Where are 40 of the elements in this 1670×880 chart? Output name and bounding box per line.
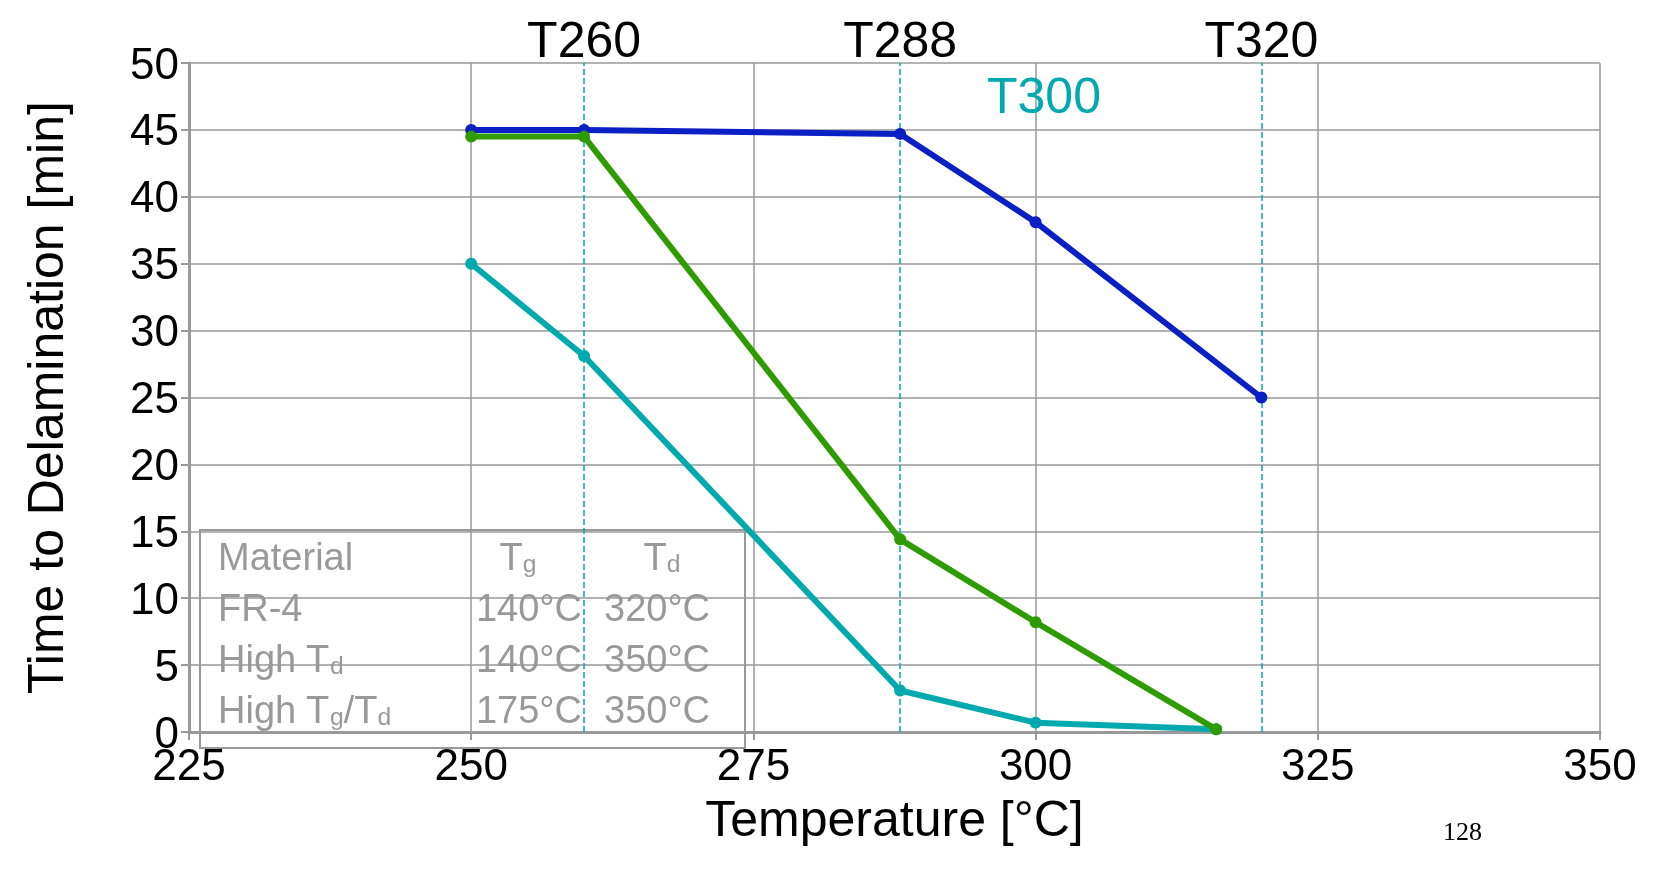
point <box>465 257 478 270</box>
point <box>1029 716 1042 729</box>
y-tick-label: 40 <box>130 172 179 222</box>
x-tick-label: 250 <box>434 739 508 789</box>
ref-line-label: T260 <box>527 12 642 68</box>
y-tick-label: 10 <box>130 573 179 623</box>
x-axis-title: Temperature [°C] <box>705 791 1084 847</box>
y-tick-label: 50 <box>130 38 179 88</box>
x-tick-label: 350 <box>1563 739 1637 789</box>
ref-line-label: T320 <box>1204 12 1319 68</box>
annotation: High Tg/Td <box>218 689 392 731</box>
point <box>578 130 591 143</box>
y-tick-label: 20 <box>130 439 179 489</box>
x-tick-label: 300 <box>998 739 1073 789</box>
annotation: T300 <box>987 68 1101 124</box>
annotation: 175°C <box>475 689 582 731</box>
point <box>1029 616 1042 629</box>
y-tick-label: 30 <box>130 306 179 356</box>
annotation: Material <box>218 536 354 578</box>
x-tick-label: 325 <box>1281 739 1355 789</box>
annotation: Tg <box>499 536 537 578</box>
point <box>465 130 478 143</box>
y-tick-label: 15 <box>130 506 179 556</box>
y-tick-label: 35 <box>130 239 179 289</box>
ref-line-label: T288 <box>843 12 958 68</box>
annotation: FR-4 <box>218 587 303 629</box>
point <box>894 533 907 546</box>
annotation: 350°C <box>604 689 711 731</box>
annotation: 320°C <box>604 587 711 629</box>
y-axis-title: Time to Delamination [min] <box>18 101 74 694</box>
point <box>1255 391 1268 404</box>
annotation: 140°C <box>475 587 582 629</box>
annotation: Td <box>643 536 681 578</box>
point <box>894 127 907 140</box>
x-tick-label: 275 <box>716 739 791 789</box>
y-tick-label: 45 <box>130 105 179 155</box>
y-tick-label: 25 <box>130 373 179 422</box>
text: 128 <box>1443 816 1482 846</box>
point <box>1029 216 1042 229</box>
y-tick-label: 5 <box>154 640 179 690</box>
